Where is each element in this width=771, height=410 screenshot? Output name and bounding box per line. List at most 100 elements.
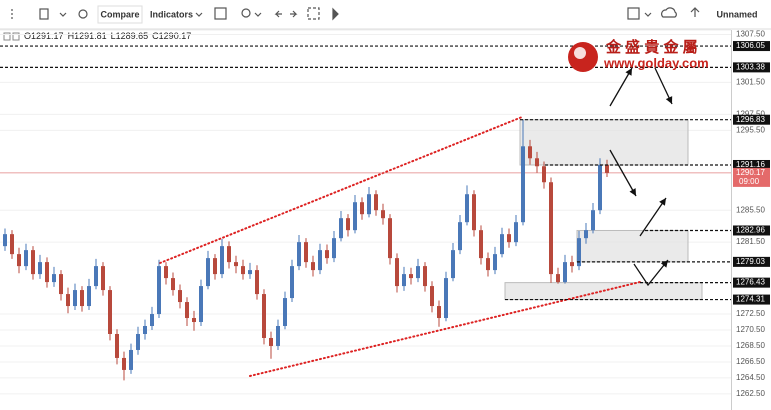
candle-body [486,258,490,271]
candle-body [570,262,574,267]
compare-button[interactable] [97,5,143,24]
candle-body [171,278,175,291]
cloud-icon[interactable] [661,7,677,18]
channel-line [159,116,523,264]
candle-body [115,333,119,358]
candle-body [241,266,245,275]
candle-body [514,222,518,243]
dropdown-icon[interactable] [195,12,203,17]
candle-body [563,262,567,283]
plot-area [0,33,731,395]
logo-url: www.golday.com [603,55,709,70]
symbol-icon[interactable] [39,8,49,20]
candle-body [73,290,77,307]
candle-body [136,333,140,350]
arrow-head [629,188,636,196]
arrow [609,149,637,197]
countdown-label: 09:00 [739,177,760,186]
ohlc-value: 1290.17 [159,31,192,41]
candle-body [304,242,308,263]
candle-body [108,290,112,334]
dropdown-icon[interactable] [644,12,652,17]
candle-body [367,194,371,215]
candle-body [192,318,196,323]
chart-style-icon[interactable] [627,7,640,20]
candle-body [360,202,364,215]
candle-body [3,234,7,247]
candle-body [500,234,504,255]
candle-body [199,286,203,323]
undo-icon[interactable] [274,10,282,18]
y-tick-label: 1272.50 [736,309,765,318]
candle-body [290,266,294,299]
candle-body [493,254,497,271]
y-tick-label: 1262.50 [736,389,765,398]
y-tick-label: 1285.50 [736,205,765,214]
candle-body [535,158,539,167]
candle-body [472,194,476,231]
y-tick-label: 1295.50 [736,125,765,134]
candle-body [451,250,455,279]
candle-body [318,250,322,271]
candle-body [332,238,336,259]
candle-body [409,274,413,279]
candle-body [577,238,581,267]
price-tag-label: 1282.96 [736,226,765,235]
indicators-label[interactable]: Indicators [150,9,193,19]
dropdown-icon[interactable] [59,12,67,17]
candle-body [262,294,266,338]
alert-icon[interactable] [214,7,227,20]
save-icon[interactable] [690,7,700,17]
price-tag-label: 1279.03 [736,257,765,266]
idea-icon[interactable] [241,8,251,18]
ohlc-value: 1289.65 [116,31,149,41]
candle-body [605,164,609,173]
candle-body [584,230,588,239]
candle-body [437,306,441,319]
candle-body [598,164,602,211]
ohlc-legend: O1291.17 H1291.81 L1289.65 C1290.17 [24,31,191,41]
redo-icon[interactable] [290,10,298,18]
dropdown-icon[interactable] [254,12,262,17]
candle-body [17,254,21,267]
compare-label[interactable]: Compare [100,9,139,19]
price-tag-label: 1276.43 [736,278,765,287]
ohlc-key: O [24,31,31,41]
legend-icon [3,32,11,41]
zone-box [576,229,689,263]
candle-body [507,234,511,243]
arrow-head [659,198,666,206]
candle-body [325,250,329,259]
candle-body [283,298,287,327]
y-tick-label: 1268.50 [736,341,765,350]
ohlc-key: H [68,31,75,41]
candle-body [374,194,378,211]
candle-body [346,218,350,231]
layout-name[interactable]: Unnamed [716,9,757,19]
candle-body [528,146,532,159]
ohlc-key: C [152,31,159,41]
candle-body [339,218,343,239]
price-tag [733,277,770,288]
y-tick-label: 1281.50 [736,237,765,246]
candle-body [52,274,56,283]
candle-body [206,258,210,287]
candle-body [521,146,525,223]
candle-body [556,274,560,283]
candle-body [549,182,553,275]
candle-body [234,262,238,267]
replay-icon[interactable] [332,7,339,21]
y-tick-label: 1266.50 [736,357,765,366]
settings-icon[interactable] [78,9,88,19]
candle-body [430,286,434,307]
candle-body [185,302,189,319]
fullscreen-icon[interactable] [307,7,320,20]
toolbar [0,0,771,29]
candle-body [66,294,70,307]
candle-body [423,266,427,287]
price-tag [733,294,770,305]
candle-body [80,290,84,307]
candle-body [416,266,420,279]
logo-name: 金 盛 貴 金 屬 [605,38,698,56]
ohlc-value: 1291.17 [31,31,64,41]
